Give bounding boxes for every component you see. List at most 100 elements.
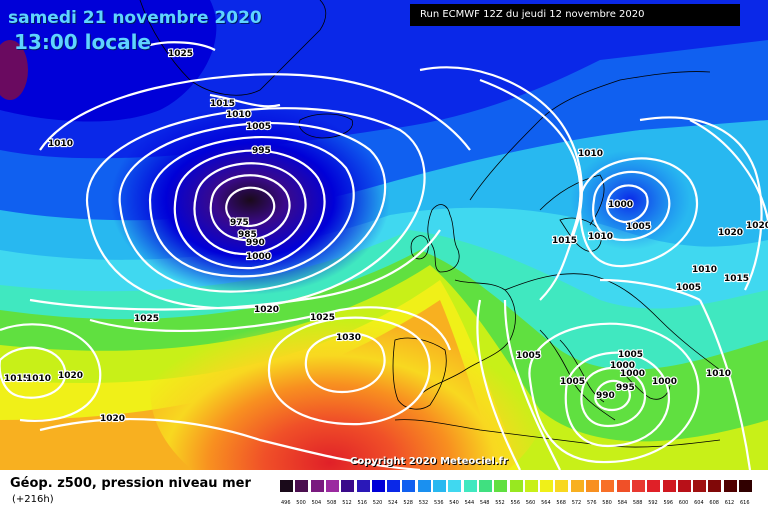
legend-label: 500 xyxy=(296,500,306,506)
isobar-1015 xyxy=(39,73,471,151)
isobar-east-1020 xyxy=(689,119,768,221)
isobar-1025-mid xyxy=(89,306,452,351)
legend-label: 524 xyxy=(388,500,398,506)
forecast-time: 13:00 locale xyxy=(14,30,151,54)
isobar-med-1010 xyxy=(476,299,752,470)
isobar-sw-low-outer xyxy=(0,323,102,422)
legend-swatch xyxy=(631,480,645,492)
north-dark-fill xyxy=(0,40,28,100)
legend-label: 600 xyxy=(678,500,689,506)
legend-label: 572 xyxy=(571,500,582,506)
legend-swatch xyxy=(540,480,554,492)
isobar-label: 1010 xyxy=(26,374,51,384)
isobar-north-1025 xyxy=(149,41,281,108)
isobar-label: 1000 xyxy=(610,361,635,371)
legend-label: 612 xyxy=(724,500,735,506)
ireland-coast xyxy=(410,235,429,260)
isobar-label: 1020 xyxy=(58,371,83,381)
legend-swatch xyxy=(417,480,431,492)
legend-swatch xyxy=(586,480,599,492)
legend-swatch xyxy=(662,480,676,492)
legend-label: 568 xyxy=(556,500,566,506)
legend-swatch xyxy=(524,480,538,492)
pressure-map: 1025 1015 1010 1005 1010 995 975 985 990… xyxy=(0,0,768,470)
isobar-label: 985 xyxy=(238,230,257,240)
isobar-label: 1020 xyxy=(718,228,743,238)
isobar-label: 1010 xyxy=(692,265,717,275)
legend-swatch xyxy=(601,480,615,492)
legend-label: 512 xyxy=(342,500,352,506)
legend-label: 540 xyxy=(449,500,459,506)
legend-label: 556 xyxy=(510,500,521,506)
isobar-med-low-1000 xyxy=(564,351,670,448)
legend-label: 508 xyxy=(326,500,337,506)
isobar-scandi-1015 xyxy=(419,66,583,301)
isobar-low-1005 xyxy=(118,122,387,293)
legend-swatch xyxy=(325,480,339,492)
isobar-label: 995 xyxy=(252,146,271,156)
legend-swatch xyxy=(310,480,324,492)
isobar-label: 990 xyxy=(596,391,615,401)
greenland-coast xyxy=(139,0,327,96)
legend-label: 576 xyxy=(587,500,597,506)
legend-label: 616 xyxy=(740,500,750,506)
isobar-low-995 xyxy=(173,149,326,270)
greenland-low-fill xyxy=(0,0,217,122)
isobar-1025-high xyxy=(267,316,431,426)
legend-swatch xyxy=(356,480,370,492)
legend-swatch xyxy=(616,480,630,492)
isobar-med-low-990 xyxy=(594,379,631,412)
isobar-label: 1025 xyxy=(310,313,335,323)
isobar-label: 1010 xyxy=(706,369,731,379)
isobar-label: 1000 xyxy=(608,200,633,210)
isobar-1020-south xyxy=(39,418,421,470)
legend-label: 536 xyxy=(434,500,444,506)
iceland-coast xyxy=(298,113,353,139)
legend-label: 548 xyxy=(479,500,490,506)
atlantic-low-fill xyxy=(110,105,390,295)
isobar-label: 1010 xyxy=(588,232,613,242)
legend-label: 516 xyxy=(357,500,368,506)
color-scale-legend: 496 500 504 508 512 516 520 524 528 532 536 540 544 5… xyxy=(280,480,756,508)
isobar-label: 1020 xyxy=(254,305,279,315)
isobar-med-low-1005 xyxy=(528,322,700,464)
isobar-med-low-995 xyxy=(580,366,647,428)
isobar-label: 1000 xyxy=(620,369,645,379)
legend-label: 528 xyxy=(403,500,413,506)
isobar-label: 1015 xyxy=(210,99,235,109)
isobar-label: 1000 xyxy=(246,252,271,262)
legend-swatch xyxy=(280,480,293,492)
isobar-label: 1010 xyxy=(48,139,73,149)
isobar-baltic-1005 xyxy=(592,170,671,242)
legend-label: 588 xyxy=(632,500,643,506)
isobar-label: 1005 xyxy=(626,222,651,232)
legend-swatch xyxy=(509,480,523,492)
scandinavia-coast xyxy=(469,71,711,226)
isobar-label: 1015 xyxy=(4,374,29,384)
isobar-label: 1020 xyxy=(100,414,125,424)
legend-swatch xyxy=(295,480,309,492)
legend-swatch xyxy=(570,480,584,492)
legend-label: 496 xyxy=(281,500,291,506)
isobar-label: 1010 xyxy=(226,110,251,120)
isobar-sw-low xyxy=(0,346,67,399)
legend-swatch xyxy=(387,480,401,492)
legend-swatch xyxy=(433,480,446,492)
forecast-lead-time: (+216h) xyxy=(12,494,54,505)
isobar-europe-1005 xyxy=(599,278,701,301)
isobar-label: 1025 xyxy=(168,49,193,59)
isobar-label: 1005 xyxy=(560,377,585,387)
legend-label: 596 xyxy=(663,500,674,506)
legend-label: 608 xyxy=(709,500,719,506)
map-parameter-title: Géop. z500, pression niveau mer xyxy=(10,476,251,491)
isobar-low-1010 xyxy=(85,107,426,310)
isobar-baltic-1000 xyxy=(605,184,649,224)
legend-label: 564 xyxy=(541,500,551,506)
legend-label: 604 xyxy=(694,500,704,506)
isobar-east-1015 xyxy=(639,116,763,291)
legend-swatch xyxy=(693,480,707,492)
legend-swatch xyxy=(739,480,752,492)
legend-label: 580 xyxy=(602,500,612,506)
isobar-label: 1000 xyxy=(652,377,677,387)
